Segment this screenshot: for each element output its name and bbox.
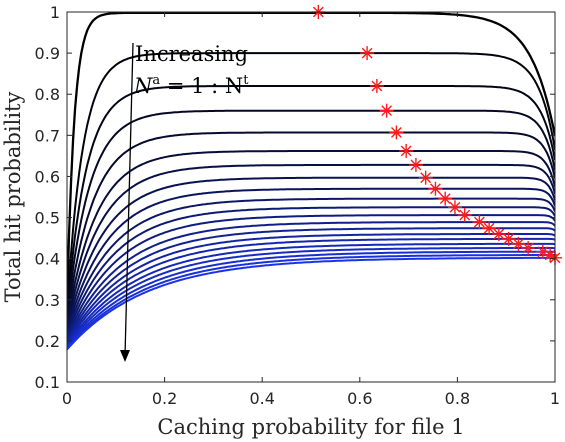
series-line-18 (67, 247, 555, 347)
peak-marker-5 (389, 125, 404, 140)
annotation-line-2: Na = 1 : Nt (133, 73, 249, 98)
series-line-19 (67, 250, 555, 349)
series-line-4 (67, 109, 555, 319)
series-line-6 (67, 150, 555, 324)
y-tick-label: 0.9 (35, 44, 60, 63)
peak-marker-12 (457, 208, 472, 223)
peak-marker-15 (491, 227, 506, 241)
annotation-line-1: Increasing (135, 42, 248, 66)
series-line-20 (67, 254, 555, 350)
peak-marker-6 (399, 143, 414, 158)
increasing-annotation: Increasing Na = 1 : Nt (120, 42, 249, 362)
series-line-21 (67, 256, 555, 351)
series-line-10 (67, 197, 555, 334)
peak-marker-9 (428, 181, 443, 196)
x-tick-label: 0.4 (249, 389, 274, 408)
annotation-arrow-shaft (124, 42, 134, 357)
series-line-5 (67, 131, 555, 321)
x-tick-label: 0 (62, 389, 72, 408)
annotation-n-a: N (133, 74, 153, 98)
y-tick-label: 0.3 (35, 291, 60, 310)
series-line-11 (67, 206, 555, 336)
x-axis-label: Caching probability for file 1 (157, 415, 464, 439)
y-tick-label: 0.7 (35, 126, 60, 145)
y-axis-label: Total hit probability (1, 92, 25, 303)
peak-marker-11 (447, 200, 462, 215)
x-tick-label: 0.8 (445, 389, 470, 408)
series-line-1 (67, 12, 555, 309)
series-line-16 (67, 237, 555, 344)
annotation-sup-t: t (243, 73, 249, 88)
y-tick-label: 0.6 (35, 167, 60, 186)
x-tick-label: 0.6 (347, 389, 372, 408)
peak-marker-10 (438, 191, 453, 206)
peak-marker-7 (408, 157, 423, 172)
series-line-8 (67, 176, 555, 329)
annotation-arrow-head (120, 350, 130, 362)
x-tick-label: 0.2 (152, 389, 177, 408)
y-tick-label: 0.5 (35, 209, 60, 228)
annotation-equals: = 1 : N (160, 74, 243, 98)
series-line-17 (67, 242, 555, 346)
peak-marker-8 (418, 170, 433, 185)
peak-marker-4 (379, 103, 394, 118)
series-line-7 (67, 163, 555, 327)
series-line-15 (67, 233, 555, 343)
y-tick-label: 0.2 (35, 332, 60, 351)
annotation-sup-a: a (152, 73, 160, 88)
y-tick-label: 0.4 (35, 250, 60, 269)
axis-ticks: 0 0.2 0.4 0.6 0.8 1 0.1 0.2 0.3 0.4 0.5 0.6 0.7 0.8 0.… (35, 3, 561, 408)
series-line-3 (67, 85, 555, 315)
peak-marker-13 (472, 215, 487, 230)
plot-frame (66, 11, 556, 383)
peak-marker-14 (482, 221, 497, 236)
peak-marker-3 (369, 79, 384, 93)
series-line-2 (67, 52, 555, 312)
peak-marker-2 (360, 46, 375, 61)
series-line-9 (67, 187, 555, 332)
y-tick-label: 1 (50, 3, 60, 22)
y-tick-label: 0.1 (35, 373, 60, 392)
peak-marker-18 (521, 240, 536, 255)
x-tick-label: 1 (550, 389, 560, 408)
series-line-14 (67, 227, 555, 341)
y-tick-label: 0.8 (35, 85, 60, 104)
series-line-12 (67, 214, 555, 338)
peak-marker-16 (501, 231, 516, 246)
